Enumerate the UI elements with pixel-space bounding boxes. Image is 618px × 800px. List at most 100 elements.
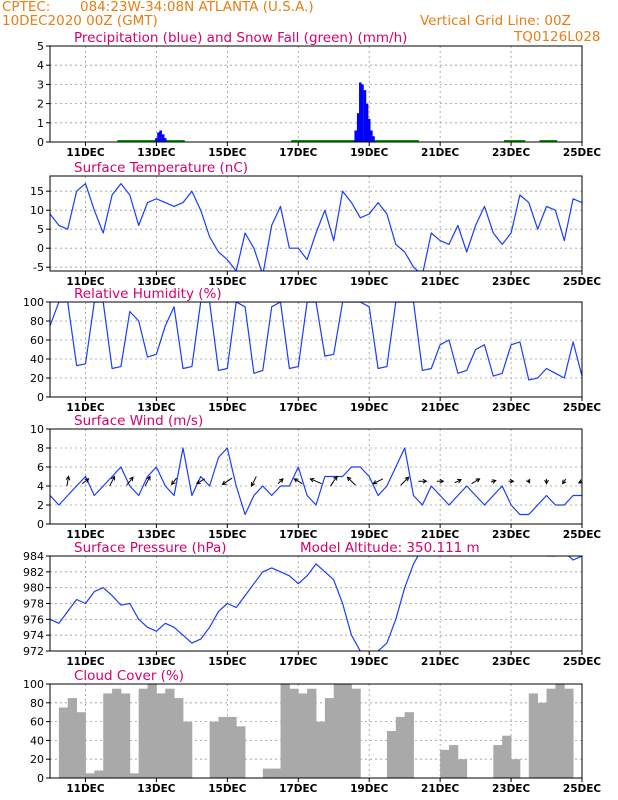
rh-ytick-label: 20	[30, 372, 44, 385]
wind-xtick-label: 15DEC	[208, 529, 247, 541]
snow-bar	[539, 140, 558, 142]
cloud-xtick-label: 11DEC	[66, 783, 105, 795]
source-label: CPTEC:	[2, 0, 51, 15]
cloud-bar	[440, 749, 450, 778]
cloud-xtick-label: 13DEC	[137, 783, 176, 795]
wind-arrow-head	[491, 479, 497, 484]
precip-bar	[354, 130, 358, 142]
wind-arrow	[126, 476, 134, 486]
cloud-panel: 0 20 40 60 80 100 11DEC 13DEC 15DEC 17DEC 19DEC 21D…	[23, 668, 601, 795]
rh-ytick-label: 40	[30, 353, 44, 366]
temp-xtick-label: 19DEC	[350, 276, 389, 288]
wind-arrow	[196, 478, 205, 485]
rh-xtick-label: 17DEC	[279, 402, 318, 414]
cloud-bar	[333, 684, 343, 778]
precip-xtick-label: 17DEC	[279, 147, 318, 159]
precip-ytick-label: 4	[37, 59, 44, 72]
cloud-bar	[58, 707, 69, 778]
cloud-bar	[280, 684, 290, 778]
wind-arrow	[294, 478, 303, 485]
cloud-bar	[564, 688, 574, 778]
wind-ytick-label: 0	[37, 518, 44, 531]
cloud-bar	[307, 688, 317, 778]
wind-arrow-head	[129, 476, 134, 482]
wind-arrow-head	[439, 478, 445, 484]
pres-panel: 972 974 976 978 980 982 984 11DEC 13DEC 15DEC 17DE…	[23, 540, 601, 668]
wind-ytick-label: 4	[37, 480, 44, 493]
wind-arrow-head	[333, 475, 338, 481]
precip-bar	[359, 82, 362, 142]
grid-note: Vertical Grid Line: 00Z	[420, 13, 571, 29]
pres-xtick-label: 13DEC	[137, 656, 176, 668]
cloud-ytick-label: 100	[23, 678, 44, 691]
rh-xtick-label: 15DEC	[208, 402, 247, 414]
cloud-bar	[227, 716, 237, 778]
chart-header: CPTEC: 084:23W-34:08N ATLANTA (U.S.A.) 1…	[0, 0, 618, 48]
cloud-title: Cloud Cover (%)	[74, 668, 184, 684]
wind-arrow	[277, 478, 284, 485]
pres-ytick-label: 972	[23, 645, 44, 658]
cloud-plot-area	[58, 684, 574, 778]
cloud-bar	[546, 688, 556, 778]
wind-arrow-head	[475, 478, 481, 483]
cloud-bar	[262, 768, 273, 778]
wind-series-line	[50, 447, 582, 516]
rh-ytick-label: 100	[23, 296, 44, 309]
wind-arrow	[222, 477, 233, 485]
wind-arrow-head	[110, 475, 116, 481]
temp-series-line	[50, 183, 582, 271]
wind-arrow	[373, 478, 384, 485]
pres-ytick-label: 984	[23, 550, 44, 563]
pres-xtick-label: 17DEC	[279, 656, 318, 668]
wind-arrow	[144, 476, 151, 487]
pres-ytick-label: 976	[23, 613, 44, 626]
cloud-bar	[156, 693, 166, 778]
pres-ytick-label: 982	[23, 566, 44, 579]
rh-plot-area	[50, 302, 582, 381]
precip-ytick-label: 5	[37, 40, 44, 53]
wind-xtick-label: 13DEC	[137, 529, 176, 541]
wind-xtick-label: 25DEC	[563, 529, 602, 541]
pres-annotation: Model Altitude: 350.111 m	[300, 540, 480, 556]
wind-arrow-head	[526, 478, 531, 484]
cloud-ytick-label: 20	[30, 753, 44, 766]
wind-arrow-head	[293, 478, 299, 483]
cloud-bar	[324, 698, 335, 778]
wind-xtick-label: 19DEC	[350, 529, 389, 541]
cloud-bar	[386, 731, 397, 778]
wind-arrow	[171, 477, 177, 485]
wind-arrow	[400, 476, 410, 486]
precip-bar	[363, 90, 367, 142]
cloud-bar	[209, 721, 219, 778]
temp-xtick-label: 23DEC	[492, 276, 531, 288]
wind-arrow	[454, 479, 462, 484]
rh-xtick-label: 21DEC	[421, 402, 460, 414]
cloud-bar	[218, 716, 228, 778]
precip-xtick-label: 23DEC	[492, 147, 531, 159]
pres-xtick-label: 23DEC	[492, 656, 531, 668]
temp-plot-area	[50, 183, 582, 271]
temp-ytick-label: 10	[30, 204, 44, 217]
precip-ytick-label: 1	[37, 117, 44, 130]
wind-arrow	[578, 480, 582, 484]
precip-ytick-label: 0	[37, 136, 44, 149]
temp-xtick-label: 11DEC	[66, 276, 105, 288]
rh-ytick-label: 80	[30, 315, 44, 328]
snow-bar	[503, 140, 526, 142]
cloud-bar	[94, 770, 104, 778]
rh-xtick-label: 23DEC	[492, 402, 531, 414]
wind-arrow-head	[577, 479, 582, 484]
wind-arrow-head	[509, 478, 515, 484]
precip-ytick-label: 2	[37, 98, 44, 111]
wind-ytick-label: 6	[37, 461, 44, 474]
cloud-bar	[165, 688, 175, 778]
wind-arrow-head	[372, 480, 378, 485]
wind-arrow	[109, 476, 115, 487]
wind-panel: 0 2 4 6 8 10 11DEC 13DEC 15DEC 17DEC 19DEC 21DEC 23D…	[30, 413, 601, 541]
precip-bar	[157, 132, 160, 142]
cloud-bar	[103, 693, 113, 778]
precip-xtick-label: 19DEC	[350, 147, 389, 159]
precip-bar	[361, 84, 364, 142]
precip-plot-area	[117, 82, 558, 142]
cloud-bar	[147, 684, 157, 778]
